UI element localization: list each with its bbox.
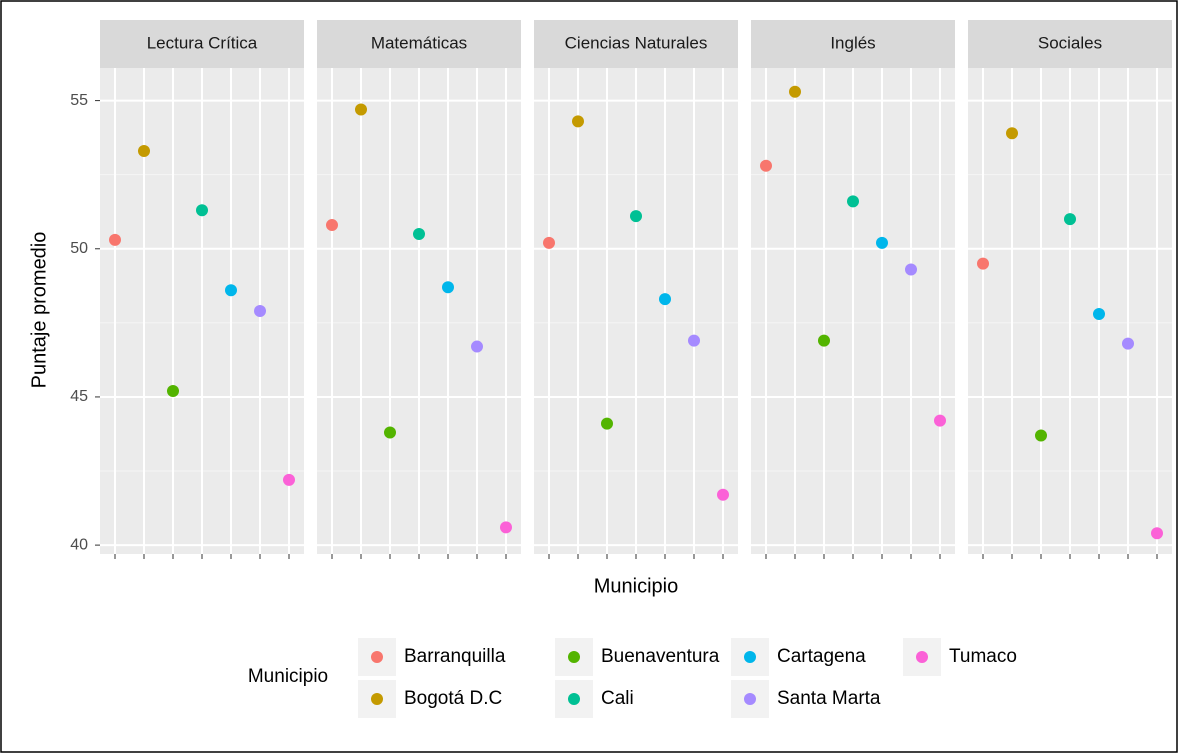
point (471, 340, 483, 353)
legend-label: Santa Marta (777, 688, 881, 709)
point (905, 263, 917, 276)
point (1006, 127, 1018, 140)
legend-marker (371, 651, 383, 663)
point (688, 334, 700, 347)
x-axis-label: Municipio (594, 575, 678, 597)
point (630, 210, 642, 223)
point (789, 85, 801, 98)
strip (534, 20, 738, 68)
point (500, 521, 512, 534)
legend-label: Cali (601, 688, 634, 709)
legend-marker (371, 693, 383, 705)
point (717, 488, 729, 501)
legend-label: Buenaventura (601, 646, 720, 667)
strip (968, 20, 1172, 68)
legend-marker (568, 651, 580, 663)
point (167, 385, 179, 398)
legend-label: Cartagena (777, 646, 866, 667)
legend-label: Bogotá D.C (404, 688, 502, 709)
point (413, 227, 425, 240)
y-tick-label: 50 (70, 240, 88, 257)
point (847, 195, 859, 208)
point (1064, 213, 1076, 226)
point (283, 473, 295, 486)
strip-label: Lectura Crítica (147, 33, 258, 52)
point (977, 257, 989, 270)
point (355, 103, 367, 116)
point (543, 236, 555, 249)
y-tick-label: 55 (70, 92, 88, 109)
point (442, 281, 454, 294)
legend-marker (744, 693, 756, 705)
legend-label: Barranquilla (404, 646, 506, 667)
strip (751, 20, 955, 68)
point (659, 293, 671, 306)
point (196, 204, 208, 217)
strip-label: Sociales (1038, 33, 1102, 52)
point (876, 236, 888, 249)
point (225, 284, 237, 297)
point (1093, 307, 1105, 320)
point (572, 115, 584, 128)
y-tick-label: 45 (70, 388, 88, 405)
legend-marker (916, 651, 928, 663)
legend-marker (568, 693, 580, 705)
y-tick-label: 40 (70, 536, 88, 553)
point (1035, 429, 1047, 442)
strip (100, 20, 304, 68)
y-axis-label: Puntaje promedio (28, 232, 50, 389)
strip (317, 20, 521, 68)
point (326, 219, 338, 232)
point (109, 233, 121, 246)
point (138, 144, 150, 157)
strip-label: Matemáticas (371, 33, 467, 52)
legend-title: Municipio (248, 666, 328, 687)
strip-label: Ciencias Naturales (565, 33, 708, 52)
point (818, 334, 830, 347)
strip-label: Inglés (830, 33, 875, 52)
point (1122, 337, 1134, 350)
point (1151, 527, 1163, 540)
point (384, 426, 396, 439)
point (760, 159, 772, 172)
point (601, 417, 613, 430)
point (934, 414, 946, 427)
point (254, 305, 266, 317)
legend-label: Tumaco (949, 646, 1017, 667)
legend-marker (744, 651, 756, 663)
